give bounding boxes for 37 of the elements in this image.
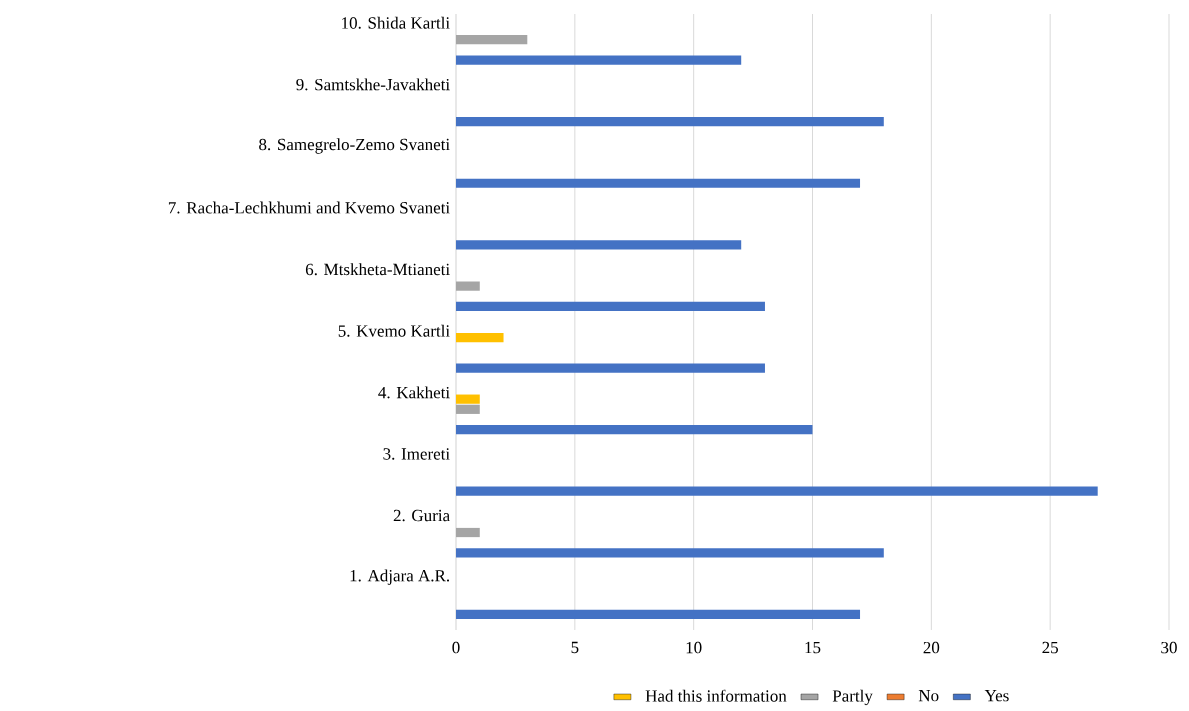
bar xyxy=(456,548,884,558)
bar xyxy=(456,425,813,435)
bar xyxy=(456,240,742,250)
bar xyxy=(456,35,528,45)
x-tick-label: 10 xyxy=(686,641,702,654)
bar xyxy=(456,332,504,343)
legend-label: Had this information xyxy=(645,689,787,702)
y-tick-label: 1. Adjara A.R. xyxy=(350,569,450,585)
y-tick-label: 2. Guria xyxy=(393,509,450,522)
x-tick-label: 5 xyxy=(571,641,579,654)
y-tick-label: 6. Mtskheta-Mtianeti xyxy=(305,263,450,276)
bar xyxy=(456,404,480,414)
bar xyxy=(456,394,480,404)
y-tick-label: 8. Samegrelo-Zemo Svaneti xyxy=(259,138,450,154)
x-tick-label: 20 xyxy=(923,641,940,654)
y-tick-label: 3. Imereti xyxy=(383,448,450,460)
y-tick-label: 10. Shida Kartli xyxy=(342,16,450,29)
x-tick-label: 25 xyxy=(1042,641,1059,654)
bar xyxy=(456,117,884,127)
x-tick-label: 15 xyxy=(805,641,821,654)
x-tick-label: 30 xyxy=(1161,641,1177,654)
bar xyxy=(456,363,765,373)
bar xyxy=(456,281,480,291)
x-tick-label: 0 xyxy=(452,641,460,654)
y-tick-label: 7. Racha-Lechkhumi and Kvemo Svaneti xyxy=(168,201,450,214)
bar xyxy=(456,609,861,620)
bar xyxy=(456,301,765,312)
y-tick-label: 5. Kvemo Kartli xyxy=(338,324,450,337)
y-tick-label: 4. Kakheti xyxy=(378,386,450,399)
bar xyxy=(456,55,742,65)
legend-label: Partly xyxy=(832,689,873,706)
legend-label: No xyxy=(918,690,939,702)
bar xyxy=(456,527,480,538)
legend-label: Yes xyxy=(984,690,1009,702)
y-tick-label: 9. Samtskhe-Javakheti xyxy=(296,78,450,91)
bar xyxy=(456,178,861,188)
bar xyxy=(456,486,1098,496)
